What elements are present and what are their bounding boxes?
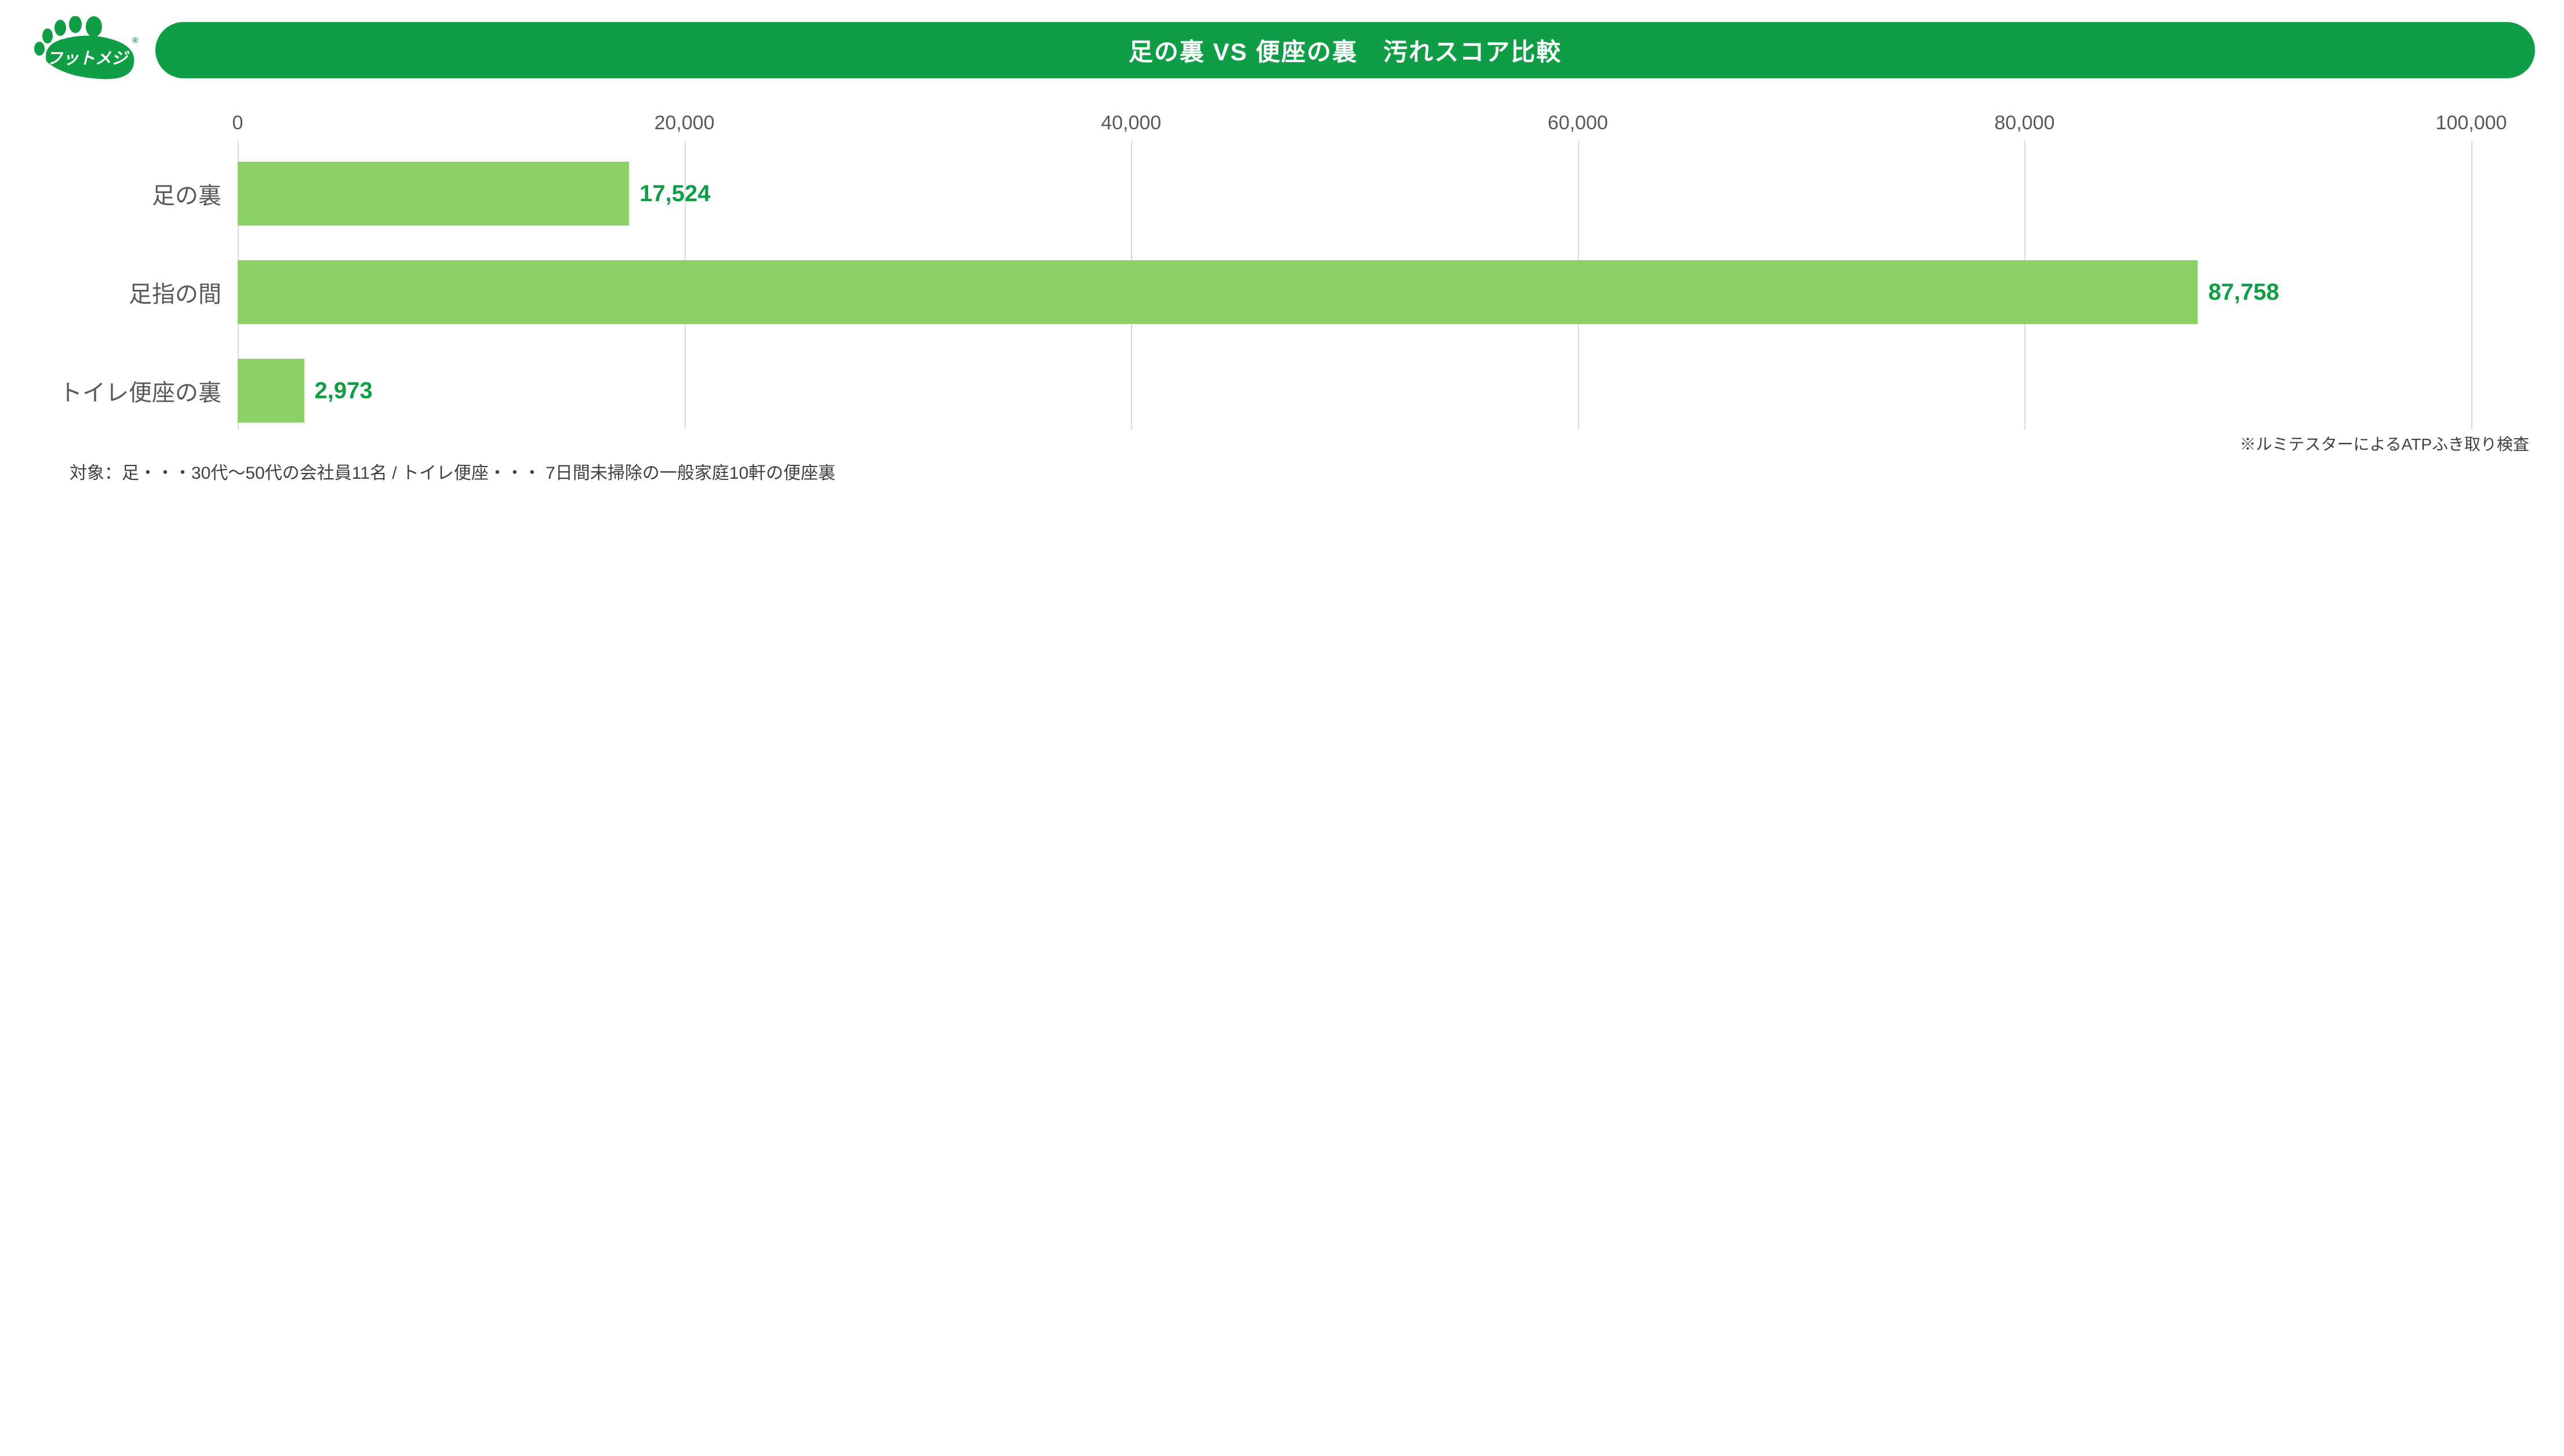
- bar-chart: 020,00040,00060,00080,000100,000足の裏17,52…: [238, 105, 2471, 429]
- value-label: 17,524: [639, 181, 710, 207]
- x-tick-label: 40,000: [1101, 112, 1161, 134]
- value-label: 2,973: [315, 378, 373, 404]
- header-row: フットメジ ® 足の裏 VS 便座の裏 汚れスコア比較: [29, 16, 2535, 84]
- page-title: 足の裏 VS 便座の裏 汚れスコア比較: [155, 22, 2535, 78]
- x-tick-label: 80,000: [1994, 112, 2054, 134]
- bar-row: 足の裏17,524: [238, 162, 2471, 225]
- category-label: 足の裏: [152, 177, 221, 210]
- gridline: [2471, 141, 2472, 429]
- x-tick-label: 60,000: [1548, 112, 1608, 134]
- bar-row: トイレ便座の裏2,973: [238, 359, 2471, 423]
- bar: [238, 260, 2198, 324]
- registered-mark: ®: [132, 35, 139, 45]
- category-label: 足指の間: [129, 275, 221, 309]
- bar: [238, 162, 629, 225]
- foot-logo-icon: フットメジ ®: [29, 16, 139, 81]
- plot-area: 020,00040,00060,00080,000100,000足の裏17,52…: [238, 105, 2471, 429]
- brand-logo-text: フットメジ: [46, 49, 130, 67]
- brand-logo: フットメジ ®: [29, 16, 139, 84]
- x-tick-label: 0: [232, 112, 243, 134]
- bar-row: 足指の間87,758: [238, 260, 2471, 324]
- bar: [238, 359, 304, 423]
- x-tick-label: 100,000: [2436, 112, 2507, 134]
- footnote-method: ※ルミテスターによるATPふき取り検査: [29, 432, 2535, 455]
- value-label: 87,758: [2208, 279, 2279, 305]
- footnote-subjects: 対象：足・・・30代～50代の会社員11名 / トイレ便座・・・ 7日間未掃除の…: [29, 458, 2535, 484]
- category-label: トイレ便座の裏: [59, 374, 221, 407]
- x-tick-label: 20,000: [654, 112, 715, 134]
